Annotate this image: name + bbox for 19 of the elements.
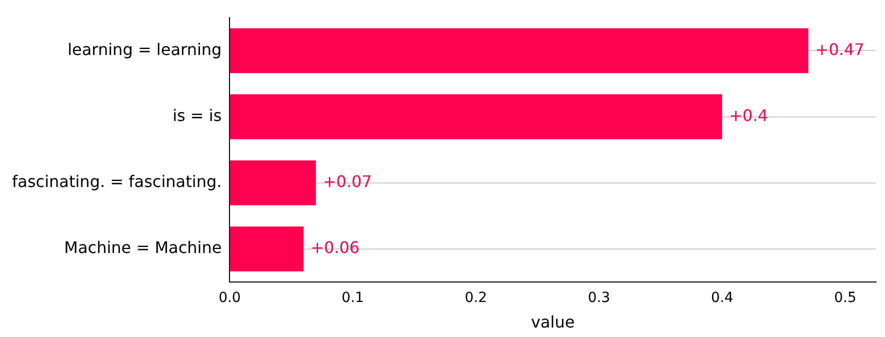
bar — [230, 28, 808, 74]
y-tick-label: Machine = Machine — [64, 238, 222, 258]
data-label: +0.06 — [310, 238, 360, 258]
y-tick-label: fascinating. = fascinating. — [12, 172, 222, 192]
x-tick-label: 0.3 — [588, 290, 610, 306]
x-tick-label: 0.2 — [464, 290, 488, 306]
x-axis-title: value — [531, 312, 575, 332]
y-tick-label: is = is — [172, 106, 222, 125]
bar — [230, 94, 722, 140]
y-tick-label: learning = learning — [68, 40, 222, 59]
bar — [230, 160, 316, 206]
x-tick-label: 0.1 — [342, 290, 364, 306]
x-tick-label: 0.0 — [218, 290, 241, 306]
bar — [230, 226, 304, 272]
data-label: +0.47 — [815, 40, 864, 59]
data-label: +0.07 — [322, 172, 372, 192]
x-tick-label: 0.4 — [710, 290, 734, 306]
x-tick-label: 0.5 — [834, 290, 856, 306]
data-label: +0.4 — [729, 106, 768, 125]
